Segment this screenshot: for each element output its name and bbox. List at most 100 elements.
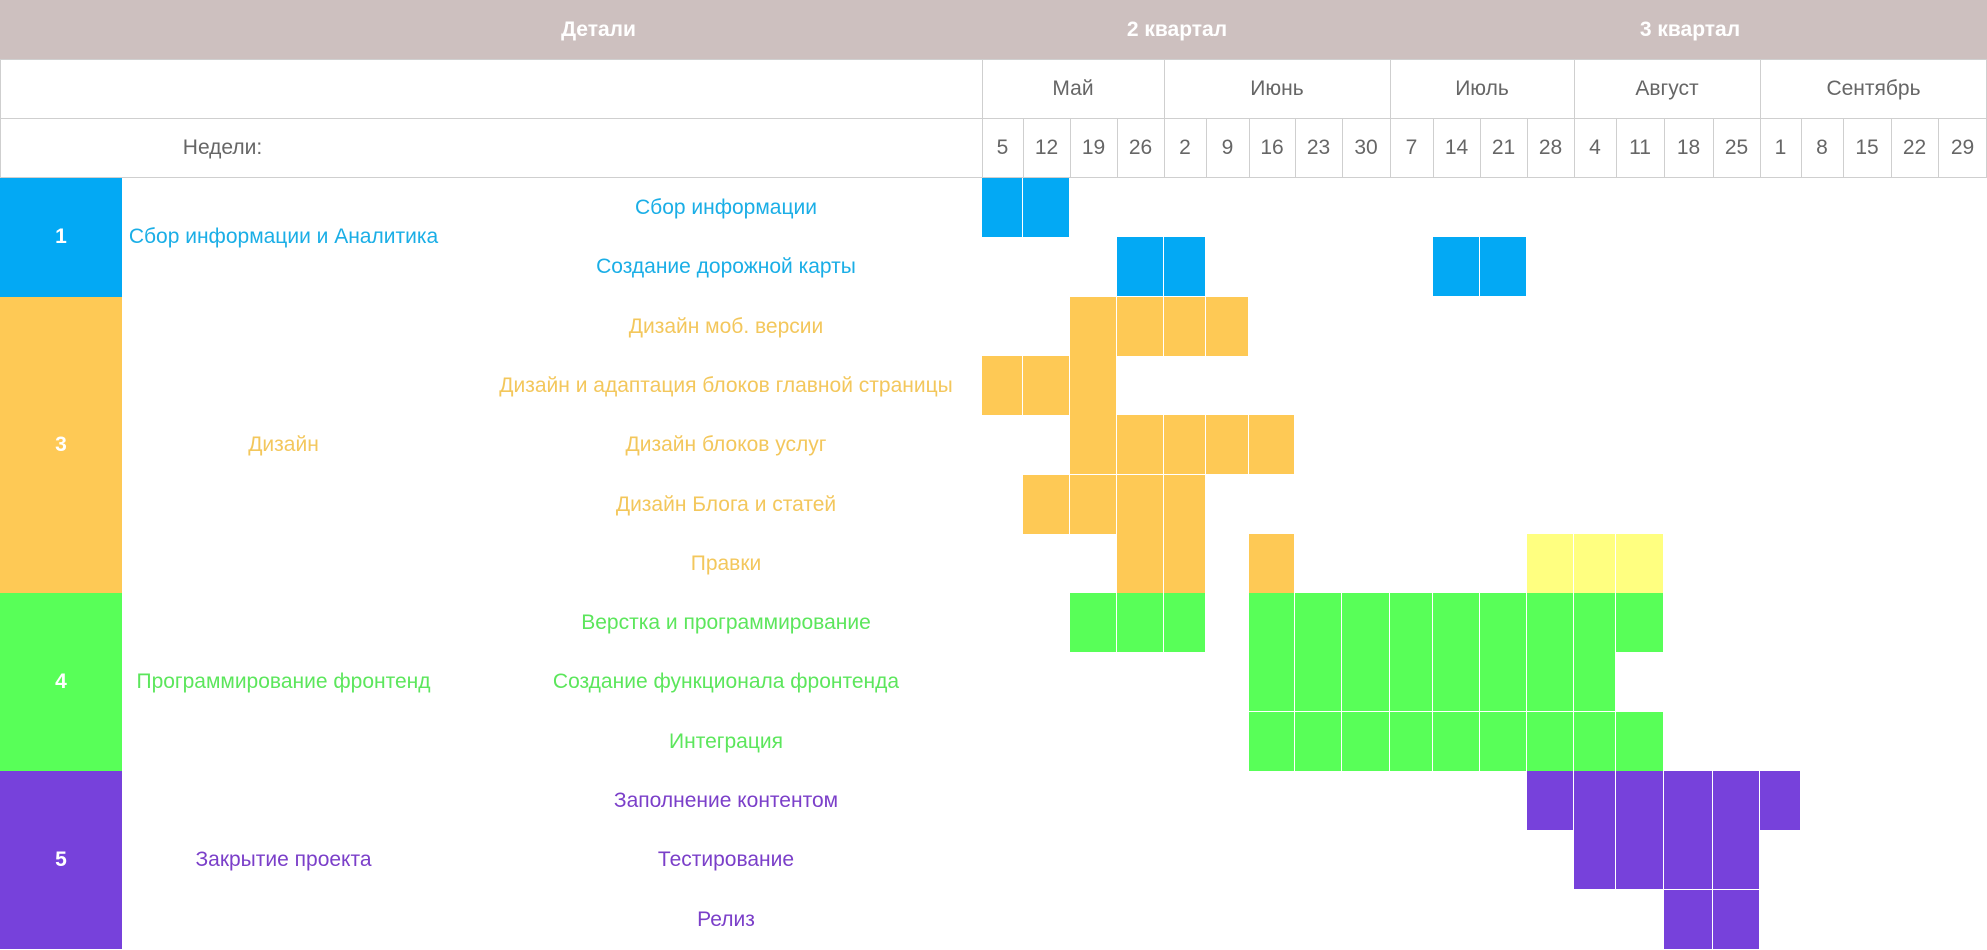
month-label: Май: [1052, 77, 1094, 100]
gantt-bar-cell: [1117, 296, 1164, 357]
gantt-bar-cell: [1713, 830, 1760, 891]
week-divider: [1801, 118, 1802, 177]
gantt-bar-cell: [1713, 771, 1760, 831]
gantt-bar-cell: [1164, 415, 1206, 476]
gantt-bar-cell: [1295, 593, 1342, 654]
week-label: 30: [1354, 136, 1378, 159]
gantt-bar-cell: [1070, 355, 1117, 416]
gantt-bar-cell: [1342, 652, 1390, 713]
gantt-bar-cell: [1023, 178, 1070, 238]
gantt-bar-cell: [1117, 533, 1164, 594]
gantt-bar-cell: [1760, 771, 1801, 831]
week-divider: [1760, 118, 1761, 177]
gantt-bar-cell: [1574, 593, 1616, 654]
week-divider: [1206, 118, 1207, 177]
week-divider: [1164, 118, 1165, 177]
grid-line-v: [0, 59, 1, 177]
gantt-bar-cell: [1117, 415, 1164, 476]
gantt-bar-cell: [1527, 533, 1574, 594]
week-divider: [1023, 118, 1024, 177]
task-name: Дизайн и адаптация блоков главной страни…: [499, 373, 953, 397]
week-label: 8: [1816, 136, 1828, 159]
task-name: Создание дорожной карты: [596, 255, 856, 279]
gantt-bar-cell: [1249, 593, 1295, 654]
week-label: 22: [1902, 136, 1927, 159]
task-name: Верстка и программирование: [581, 611, 871, 635]
week-label: 26: [1128, 136, 1153, 159]
week-divider: [1527, 118, 1528, 177]
task-name: Дизайн блоков услуг: [625, 433, 827, 457]
gantt-bar-cell: [1249, 652, 1295, 713]
task-name: Интеграция: [669, 729, 783, 753]
gantt-bar-cell: [1616, 771, 1664, 831]
gantt-bar-cell: [1433, 237, 1480, 298]
week-divider: [1390, 118, 1391, 177]
gantt-bar-cell: [1574, 533, 1616, 594]
quarter-2-header: 2 квартал: [1126, 18, 1228, 41]
task-name: Заполнение контентом: [613, 789, 839, 812]
gantt-bar-cell: [1574, 830, 1616, 891]
gantt-bar-cell: [982, 178, 1023, 238]
month-divider: [1390, 59, 1391, 118]
gantt-bar-cell: [1527, 593, 1574, 654]
gantt-bar-cell: [1480, 652, 1527, 713]
month-divider: [1164, 59, 1165, 118]
task-name: Правки: [690, 551, 762, 575]
phase-name: Закрытие проекта: [195, 847, 372, 871]
gantt-bar-cell: [1433, 652, 1480, 713]
week-divider: [1891, 118, 1892, 177]
gantt-bar-cell: [1023, 474, 1070, 535]
gantt-bar-cell: [1164, 593, 1206, 654]
gantt-bar-cell: [1616, 830, 1664, 891]
gantt-bar-cell: [1070, 415, 1117, 476]
task-name: Релиз: [697, 907, 755, 931]
week-label: 4: [1589, 136, 1601, 159]
gantt-bar-cell: [1295, 711, 1342, 772]
week-label: 16: [1260, 136, 1284, 159]
week-label: 12: [1034, 136, 1059, 159]
gantt-bar-cell: [1070, 296, 1117, 357]
week-divider: [1664, 118, 1665, 177]
week-divider: [1433, 118, 1434, 177]
week-label: 11: [1629, 136, 1651, 159]
week-divider: [1616, 118, 1617, 177]
gantt-bar-cell: [1433, 593, 1480, 654]
week-divider: [1249, 118, 1250, 177]
gantt-bar-cell: [1616, 533, 1664, 594]
task-name: Сбор информации: [635, 196, 817, 219]
quarter-3-header: 3 квартал: [1639, 18, 1741, 41]
week-divider: [1938, 118, 1939, 177]
task-name: Тестирование: [657, 848, 795, 872]
gantt-bar-cell: [1713, 889, 1760, 950]
week-label: 25: [1724, 136, 1749, 159]
gantt-bar-cell: [1480, 711, 1527, 772]
month-divider: [982, 59, 983, 118]
phase-name: Сбор информации и Аналитика: [128, 225, 439, 249]
week-label: 2: [1179, 136, 1191, 159]
grid-line-h: [0, 118, 1987, 119]
phase-number: 1: [0, 178, 122, 297]
month-label: Сентябрь: [1826, 77, 1921, 100]
week-label: 1: [1774, 136, 1787, 159]
task-name: Дизайн моб. версии: [628, 314, 824, 338]
gantt-bar-cell: [1527, 711, 1574, 772]
gantt-bar-cell: [1616, 711, 1664, 772]
week-label: 23: [1306, 136, 1331, 159]
week-label: 14: [1444, 136, 1469, 159]
week-label: 15: [1855, 136, 1879, 159]
gantt-bar-cell: [1480, 237, 1527, 298]
details-header: Детали: [561, 18, 636, 41]
week-label: 21: [1491, 136, 1516, 159]
gantt-bar-cell: [1164, 533, 1206, 594]
week-label: 18: [1676, 136, 1701, 159]
weeks-label: Недели:: [182, 136, 263, 159]
grid-line-h: [0, 59, 1987, 60]
week-divider: [1843, 118, 1844, 177]
grid-line-h: [0, 177, 1987, 178]
week-label: 5: [996, 136, 1009, 159]
week-label: 19: [1081, 136, 1106, 159]
gantt-bar-cell: [1023, 355, 1070, 416]
week-label: 9: [1221, 136, 1234, 159]
gantt-bar-cell: [1070, 593, 1117, 654]
gantt-bar-cell: [1664, 889, 1713, 950]
